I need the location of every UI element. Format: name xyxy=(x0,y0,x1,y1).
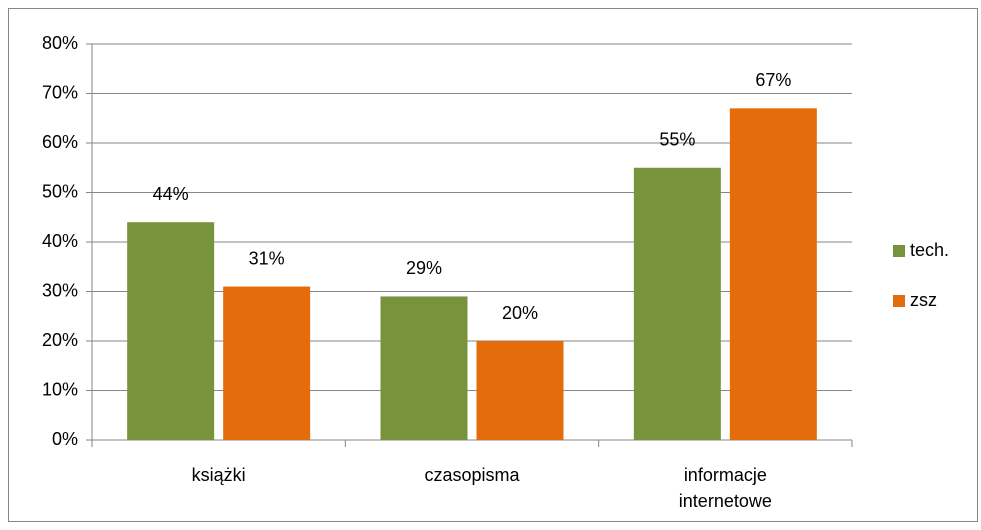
data-label: 31% xyxy=(249,248,285,268)
bar xyxy=(380,296,468,440)
y-tick-label: 10% xyxy=(42,379,78,399)
x-tick-label: czasopisma xyxy=(424,465,520,485)
y-tick-label: 30% xyxy=(42,280,78,300)
data-label: 20% xyxy=(502,303,538,323)
data-label: 67% xyxy=(755,70,791,90)
bar xyxy=(729,108,817,440)
y-tick-label: 80% xyxy=(42,33,78,53)
x-tick-label: książki xyxy=(192,465,246,485)
y-tick-label: 20% xyxy=(42,330,78,350)
y-tick-label: 60% xyxy=(42,132,78,152)
bar xyxy=(633,167,721,440)
x-tick-label-line: informacje xyxy=(684,465,767,485)
x-tick-label-line: internetowe xyxy=(679,491,772,511)
x-tick-label: informacje internetowe xyxy=(679,465,772,511)
bar xyxy=(127,222,215,440)
y-tick-label: 40% xyxy=(42,231,78,251)
data-label: 55% xyxy=(659,130,695,150)
data-label: 29% xyxy=(406,258,442,278)
legend-swatch xyxy=(893,245,905,257)
y-tick-label: 0% xyxy=(52,429,78,449)
bar xyxy=(223,286,311,440)
y-tick-label: 70% xyxy=(42,82,78,102)
legend-swatch xyxy=(893,295,905,307)
legend-label: zsz xyxy=(910,290,937,310)
y-tick-label: 50% xyxy=(42,181,78,201)
data-label: 44% xyxy=(153,184,189,204)
bar xyxy=(476,341,564,440)
legend-label: tech. xyxy=(910,240,949,260)
